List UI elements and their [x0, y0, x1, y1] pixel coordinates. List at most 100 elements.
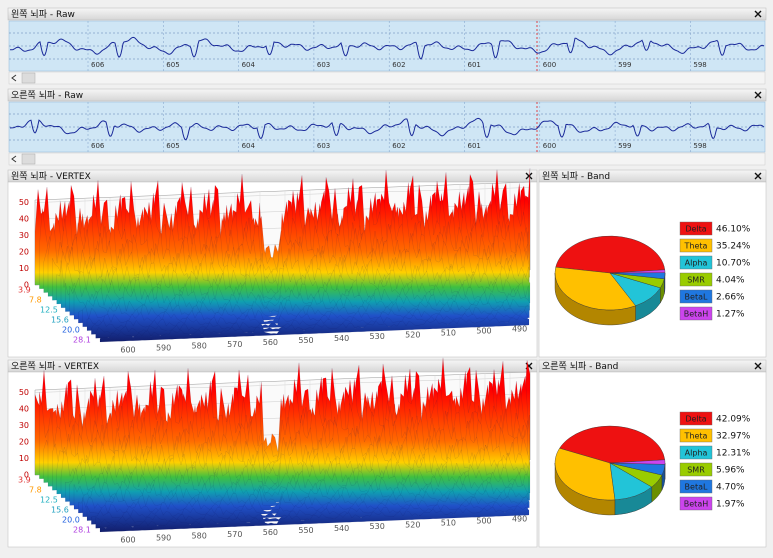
close-icon	[754, 362, 762, 370]
value-label: 35.24%	[716, 242, 751, 252]
legend-swatch	[679, 445, 713, 460]
legend-label: BetaH	[684, 500, 708, 509]
depth-label: 7.8	[29, 296, 42, 305]
y-tick-label: 30	[19, 421, 29, 430]
raw-x-label: 598	[693, 142, 706, 150]
title-bar	[7, 88, 767, 102]
scroll-thumb[interactable]	[21, 153, 36, 165]
value-label: 4.04%	[716, 276, 745, 286]
title-bar	[7, 7, 767, 21]
y-tick-label: 30	[19, 231, 29, 240]
depth-label: 15.6	[51, 316, 69, 325]
legend-label: Delta	[685, 225, 706, 234]
x-label: 600	[120, 536, 135, 545]
panel-title: 왼쪽 뇌파 - Band	[542, 171, 610, 182]
depth-label: 28.1	[73, 526, 91, 535]
close-icon	[754, 172, 762, 180]
y-tick-label: 40	[19, 215, 29, 224]
legend-swatch	[679, 255, 713, 270]
legend-label: SMR	[687, 466, 705, 475]
depth-label: 20.0	[62, 516, 80, 525]
raw-x-label: 604	[242, 61, 256, 69]
panel-title: 왼쪽 뇌파 - Raw	[11, 9, 75, 20]
pie-slice	[554, 266, 636, 311]
legend-swatch	[679, 306, 713, 321]
raw-x-label: 602	[392, 61, 405, 69]
raw-x-label: 606	[91, 61, 105, 69]
pie-slice	[559, 425, 666, 464]
value-label: 4.70%	[716, 483, 745, 493]
x-label: 560	[263, 338, 278, 347]
scrollbar[interactable]	[8, 152, 766, 166]
depth-label: 12.5	[40, 496, 58, 505]
y-tick-label: 10	[19, 264, 29, 273]
legend-label: Alpha	[685, 449, 708, 458]
y-grid	[34, 377, 531, 393]
raw-x-label: 605	[166, 142, 179, 150]
raw-x-label: 601	[468, 61, 481, 69]
x-label: 540	[334, 524, 349, 533]
close-icon	[754, 91, 762, 99]
value-label: 42.09%	[716, 415, 751, 425]
raw-x-label: 598	[693, 61, 706, 69]
scroll-track[interactable]	[8, 71, 766, 85]
panel-title: 오른쪽 뇌파 - VERTEX	[11, 361, 99, 372]
legend-label: BetaL	[685, 293, 708, 302]
legend-label: Delta	[685, 415, 706, 424]
value-label: 32.97%	[716, 432, 751, 442]
legend-swatch	[679, 238, 713, 253]
x-label: 520	[405, 330, 420, 339]
legend-label: Alpha	[685, 259, 708, 268]
x-label: 580	[192, 532, 207, 541]
raw-x-label: 602	[392, 142, 405, 150]
scroll-left[interactable]	[11, 155, 17, 163]
close-button[interactable]	[754, 91, 762, 99]
raw-waveform	[9, 36, 765, 60]
legend-swatch	[679, 462, 713, 477]
raw-x-label: 606	[91, 142, 105, 150]
x-label: 580	[192, 342, 207, 351]
pie-slice	[555, 235, 666, 274]
legend-label: Theta	[684, 242, 708, 251]
y-tick-label: 20	[19, 438, 29, 447]
close-button[interactable]	[525, 172, 533, 180]
y-tick-label: 20	[19, 248, 29, 257]
close-button[interactable]	[754, 172, 762, 180]
legend-label: BetaH	[684, 310, 708, 319]
raw-x-label: 603	[317, 61, 330, 69]
y-tick-label: 0	[24, 471, 29, 480]
legend-swatch	[679, 289, 713, 304]
scroll-thumb[interactable]	[21, 72, 36, 84]
y-tick-label: 0	[24, 281, 29, 290]
raw-waveform	[9, 117, 765, 141]
raw-x-label: 605	[166, 61, 179, 69]
panel-title: 왼쪽 뇌파 - VERTEX	[11, 171, 91, 182]
legend-swatch	[679, 411, 713, 426]
value-label: 46.10%	[716, 225, 751, 235]
depth-label: 12.5	[40, 306, 58, 315]
value-label: 5.96%	[716, 466, 745, 476]
panel-title: 오른쪽 뇌파 - Raw	[11, 90, 83, 101]
depth-label: 20.0	[62, 326, 80, 335]
value-label: 1.27%	[716, 310, 745, 320]
x-label: 540	[334, 334, 349, 343]
scroll-track[interactable]	[8, 152, 766, 166]
x-label: 530	[370, 522, 385, 531]
x-label: 510	[441, 518, 456, 527]
depth-label: 28.1	[73, 336, 91, 345]
scrollbar[interactable]	[8, 71, 766, 85]
legend-swatch	[679, 479, 713, 494]
raw-x-label: 600	[543, 61, 556, 69]
x-label: 550	[298, 526, 313, 535]
depth-label: 3.9	[18, 286, 31, 295]
scroll-left[interactable]	[11, 74, 17, 82]
x-label: 570	[227, 530, 242, 539]
raw-x-label: 599	[618, 61, 631, 69]
x-label: 590	[156, 534, 171, 543]
y-grid	[34, 187, 531, 203]
depth-label: 7.8	[29, 486, 42, 495]
close-button[interactable]	[754, 10, 762, 18]
close-button[interactable]	[754, 362, 762, 370]
x-label: 590	[156, 344, 171, 353]
